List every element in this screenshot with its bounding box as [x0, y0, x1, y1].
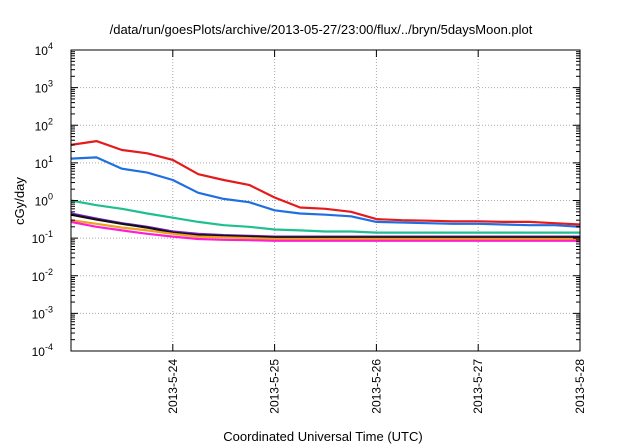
series-line-7 [70, 220, 580, 242]
x-tick-label: 2013-5-28 [573, 359, 587, 414]
series-line-5 [70, 213, 580, 239]
chart-title: /data/run/goesPlots/archive/2013-05-27/2… [110, 22, 533, 37]
x-axis-label: Coordinated Universal Time (UTC) [223, 429, 422, 444]
y-tick-exponent: -3 [45, 304, 53, 314]
y-tick-label: 10-4 [32, 342, 53, 359]
y-tick-label: 10-2 [32, 267, 53, 284]
y-tick-exponent: 1 [48, 154, 53, 164]
series-line-1 [70, 140, 581, 226]
y-tick-label: 102 [35, 116, 53, 133]
grid-lines [71, 50, 580, 351]
y-tick-label: 100 [35, 192, 53, 209]
y-tick-exponent: -2 [45, 267, 53, 277]
x-tick-label: 2013-5-24 [166, 359, 180, 414]
series-line-6 [70, 219, 580, 241]
y-tick-exponent: -4 [45, 342, 53, 352]
y-tick-label: 104 [35, 41, 53, 58]
y-tick-exponent: 4 [48, 41, 53, 51]
y-tick-label: 101 [35, 154, 53, 171]
series-lines [70, 140, 581, 242]
series-line-3 [70, 199, 580, 234]
y-tick-label: 10-1 [32, 229, 53, 246]
x-tick-label: 2013-5-25 [268, 359, 282, 414]
series-line-2 [70, 156, 581, 228]
y-tick-exponent: 2 [48, 116, 53, 126]
x-tick-label: 2013-5-26 [369, 359, 383, 414]
y-tick-exponent: 0 [48, 192, 53, 202]
y-tick-exponent: -1 [45, 229, 53, 239]
y-tick-label: 103 [35, 79, 53, 96]
y-tick-exponent: 3 [48, 79, 53, 89]
y-axis-label: cGy/day [12, 177, 27, 225]
x-tick-label: 2013-5-27 [471, 359, 485, 414]
y-tick-label: 10-3 [32, 304, 53, 321]
